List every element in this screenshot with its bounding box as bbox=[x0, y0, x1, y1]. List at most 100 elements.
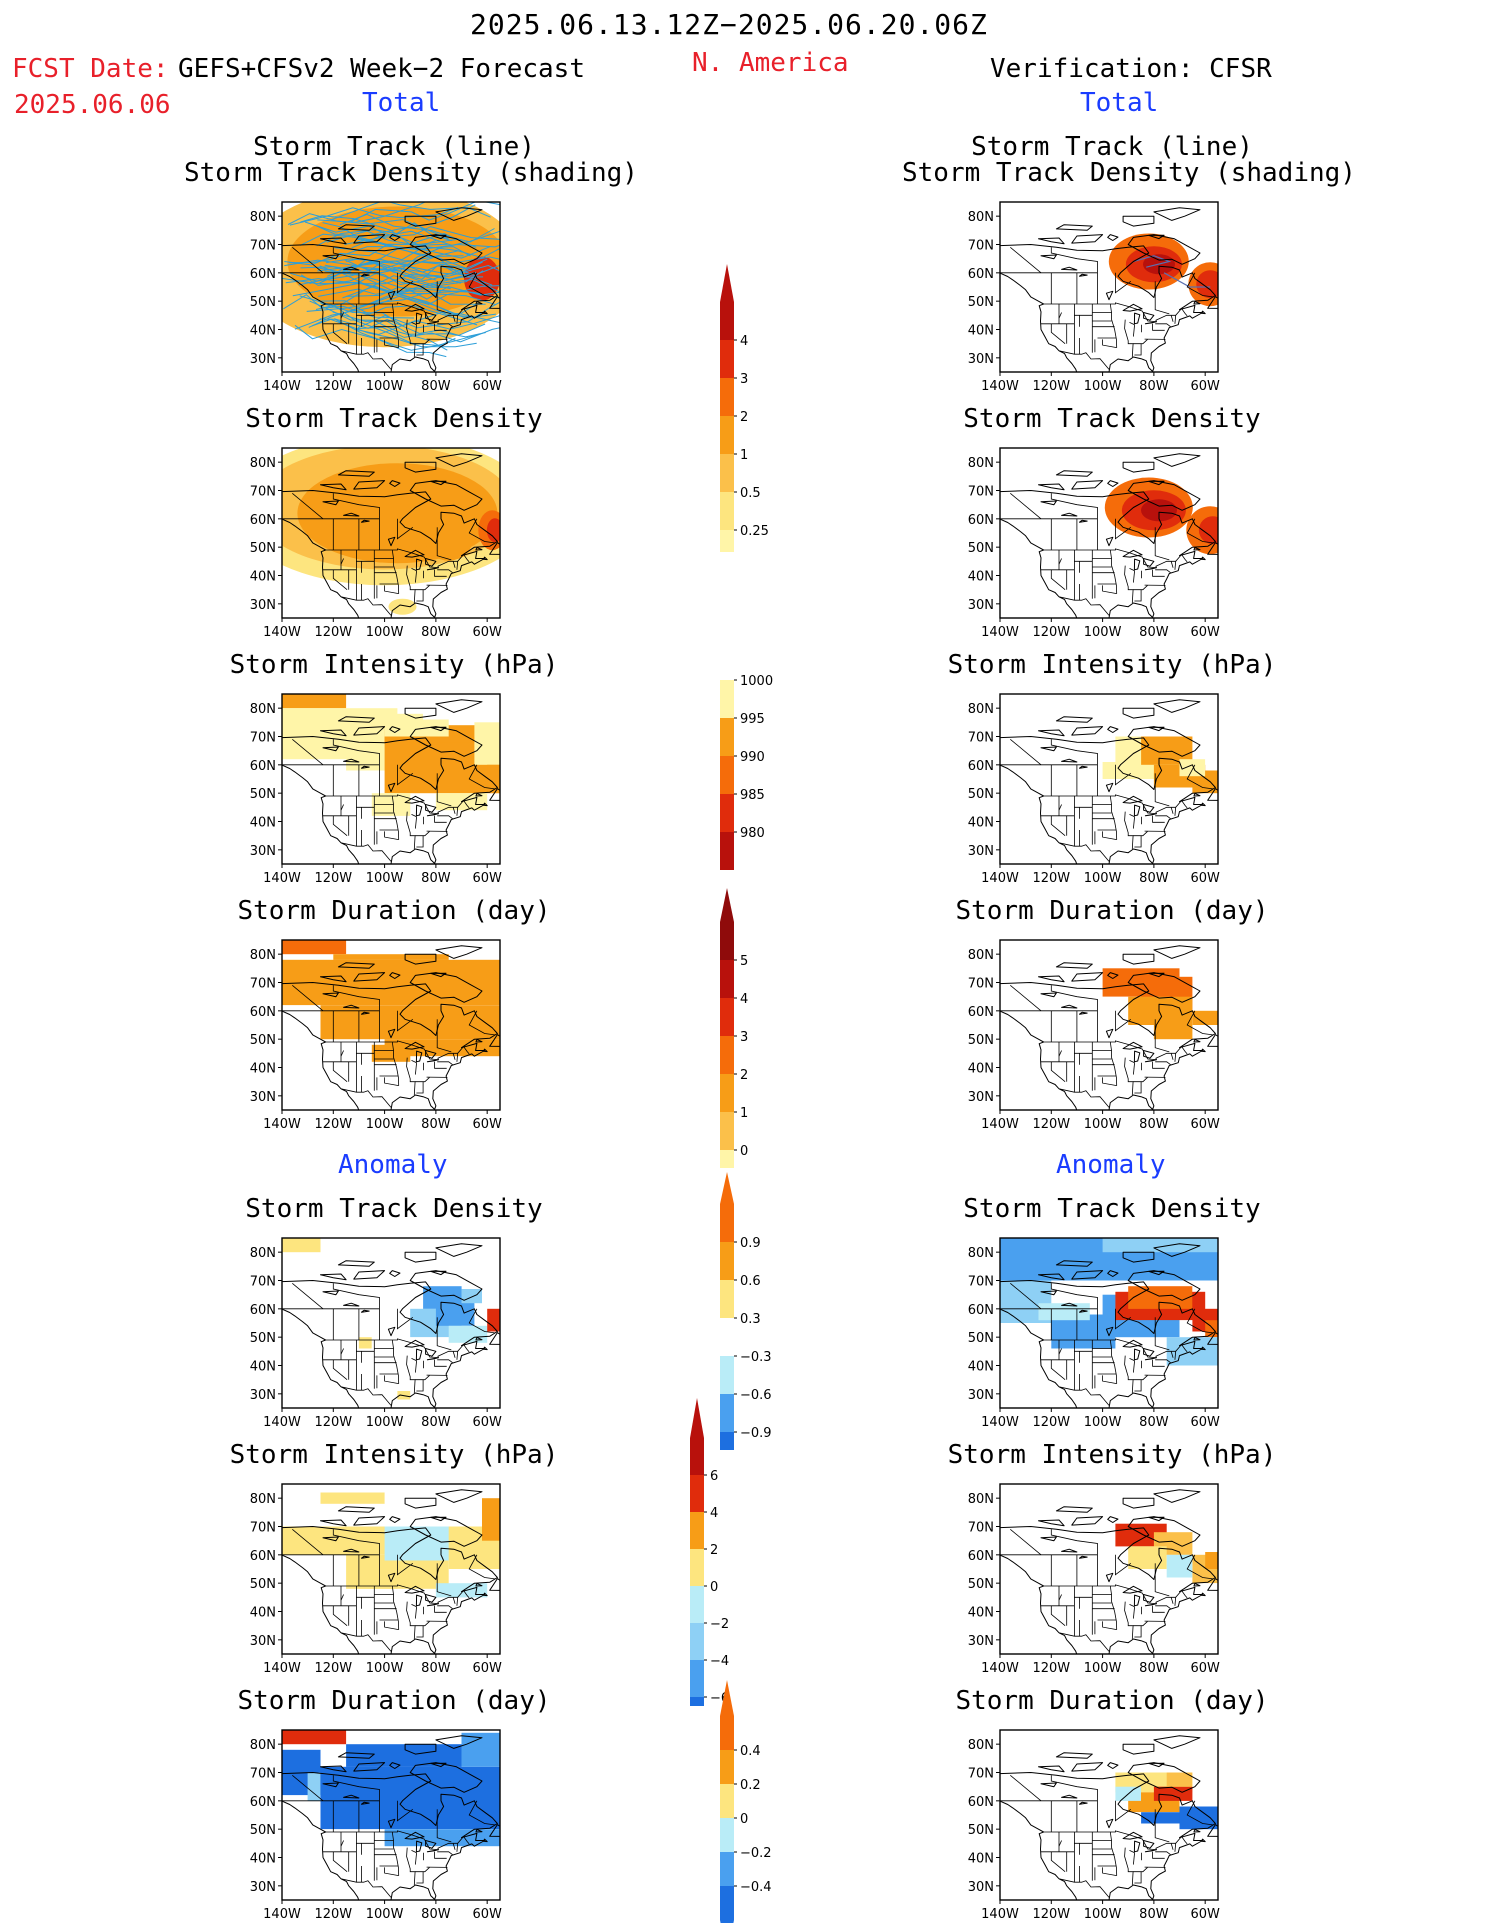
storm-track-line bbox=[308, 276, 484, 328]
lake-outline bbox=[1061, 758, 1078, 763]
province-border bbox=[1010, 1282, 1042, 1310]
island-outline bbox=[1038, 483, 1065, 491]
island-outline bbox=[475, 793, 483, 797]
lat-tick-label: 50N bbox=[250, 1823, 276, 1838]
lat-tick-label: 80N bbox=[968, 456, 994, 471]
lat-tick-label: 40N bbox=[968, 1606, 994, 1621]
island-outline bbox=[1193, 301, 1201, 305]
lake-outline bbox=[1079, 273, 1088, 277]
lat-tick-label: 50N bbox=[968, 1577, 994, 1592]
island-outline bbox=[353, 480, 386, 490]
coastline bbox=[282, 1308, 342, 1388]
state-border bbox=[1124, 1057, 1134, 1096]
political-borders bbox=[1000, 1282, 1213, 1406]
m11-cell bbox=[482, 1498, 500, 1541]
state-border bbox=[1050, 1061, 1066, 1083]
state-border bbox=[415, 1375, 430, 1381]
colorbar-segment bbox=[720, 1036, 734, 1074]
colorbar-segment bbox=[720, 1204, 734, 1242]
storm-track-line bbox=[317, 202, 427, 223]
island-outline bbox=[320, 729, 347, 737]
m5-cells bbox=[282, 694, 500, 816]
province-border bbox=[468, 764, 495, 790]
island-outline bbox=[435, 453, 483, 467]
coastline bbox=[282, 736, 498, 864]
lake-outline bbox=[1143, 1840, 1155, 1849]
colorbar-label: 0 bbox=[740, 1144, 748, 1159]
state-border bbox=[1134, 835, 1142, 848]
island-outline bbox=[1200, 310, 1206, 315]
state-border bbox=[1109, 1831, 1118, 1876]
storm-track-line bbox=[1133, 255, 1172, 268]
state-border bbox=[1133, 1606, 1135, 1619]
state-border bbox=[340, 842, 392, 862]
island-outline bbox=[320, 483, 347, 491]
lat-tick-label: 40N bbox=[250, 1852, 276, 1867]
colorbar-label: 4 bbox=[740, 334, 748, 349]
state-border bbox=[391, 303, 400, 348]
province-border bbox=[1115, 1308, 1132, 1330]
m10-cells bbox=[1000, 1238, 1218, 1366]
state-border bbox=[340, 1348, 344, 1355]
colorbar-segment bbox=[690, 1549, 704, 1586]
island-outline bbox=[409, 1762, 483, 1793]
island-outline bbox=[430, 1270, 447, 1276]
lat-tick-label: 50N bbox=[250, 295, 276, 310]
state-border bbox=[415, 585, 430, 591]
province-border bbox=[292, 1282, 324, 1310]
lake-outline bbox=[1144, 1059, 1157, 1063]
province-border bbox=[292, 984, 324, 1012]
lon-tick-label: 60W bbox=[472, 1117, 502, 1132]
state-border bbox=[332, 1851, 348, 1873]
island-outline bbox=[430, 726, 447, 732]
state-border bbox=[434, 1061, 447, 1069]
colorbar-top-arrow bbox=[690, 1398, 704, 1438]
map-density-anom-forecast: 80N 70N 60N 50N 40N 30N 140W 120W 100W 80W 60W bbox=[250, 1237, 502, 1430]
lon-tick-label: 100W bbox=[1084, 871, 1122, 886]
state-border bbox=[437, 1359, 453, 1364]
lon-tick-label: 60W bbox=[472, 871, 502, 886]
map-track-total-forecast: 80N 70N 60N 50N 40N 30N 140W 120W 100W 80W 60W bbox=[250, 201, 502, 394]
state-border bbox=[416, 1081, 424, 1094]
forecast-name: GEFS+CFSv2 Week−2 Forecast bbox=[178, 54, 585, 84]
province-border bbox=[468, 1554, 495, 1580]
state-border bbox=[456, 1843, 459, 1852]
state-border bbox=[340, 1050, 344, 1057]
island-outline bbox=[389, 972, 401, 979]
lon-tick-label: 140W bbox=[263, 1117, 301, 1132]
m8-cell bbox=[1153, 1025, 1193, 1040]
lat-tick-label: 70N bbox=[968, 239, 994, 254]
lat-tick-label: 70N bbox=[968, 1275, 994, 1290]
lon-tick-label: 100W bbox=[1084, 1415, 1122, 1430]
island-outline bbox=[353, 1270, 386, 1280]
state-border bbox=[391, 1041, 400, 1086]
m2-shade bbox=[1196, 270, 1218, 299]
plot-frame bbox=[999, 1483, 1219, 1655]
map-duration-anom-forecast: 80N 70N 60N 50N 40N 30N 140W 120W 100W 80W 60W bbox=[250, 1729, 502, 1922]
state-border bbox=[415, 816, 417, 829]
lake-outline bbox=[1079, 1801, 1088, 1805]
island-outline bbox=[1038, 1519, 1065, 1527]
island-outline bbox=[389, 726, 401, 733]
island-outline bbox=[1148, 726, 1165, 732]
political-borders bbox=[282, 1774, 495, 1898]
state-border bbox=[1050, 1359, 1066, 1381]
colorbar-segment bbox=[720, 1150, 734, 1168]
state-border bbox=[384, 1077, 399, 1086]
lake-outline bbox=[1040, 992, 1057, 998]
coastline bbox=[340, 1878, 365, 1900]
lake-outline bbox=[1133, 804, 1141, 817]
island-outline bbox=[1193, 1039, 1201, 1043]
panel-title-duration-left: Storm Duration (day) bbox=[237, 896, 551, 926]
lat-tick-label: 70N bbox=[968, 1767, 994, 1782]
lake-outline bbox=[426, 567, 439, 571]
lake-outline bbox=[1143, 1348, 1155, 1357]
state-border bbox=[437, 569, 453, 574]
lat-tick-label: 40N bbox=[968, 1852, 994, 1867]
province-border bbox=[292, 738, 324, 766]
state-border bbox=[384, 339, 399, 348]
state-border bbox=[1170, 1053, 1174, 1060]
lake-outline bbox=[387, 536, 396, 547]
anomaly-label-left: Anomaly bbox=[338, 1150, 448, 1180]
colorbar-segment bbox=[720, 922, 734, 960]
